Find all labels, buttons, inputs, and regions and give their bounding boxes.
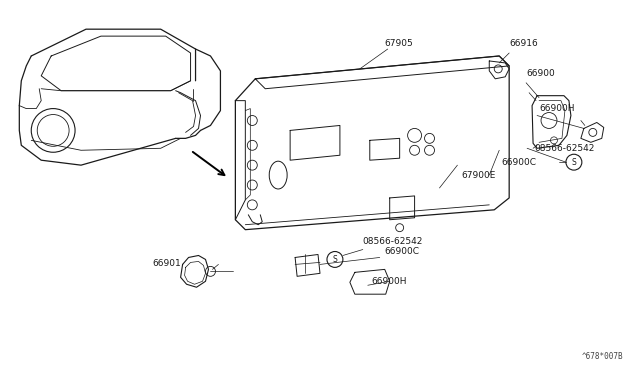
Text: ^678*007B: ^678*007B xyxy=(582,352,623,361)
Text: 66900H: 66900H xyxy=(539,104,575,113)
Text: 66900: 66900 xyxy=(526,69,555,78)
Text: 08566-62542: 08566-62542 xyxy=(363,237,423,246)
Text: S: S xyxy=(333,255,337,264)
Text: 66900C: 66900C xyxy=(501,158,536,167)
Text: 66900C: 66900C xyxy=(385,247,420,256)
Text: S: S xyxy=(572,158,576,167)
Text: 67900E: 67900E xyxy=(461,171,496,180)
Text: 66916: 66916 xyxy=(509,39,538,48)
Text: 67905: 67905 xyxy=(385,39,413,48)
Text: 66900H: 66900H xyxy=(372,277,407,286)
Text: 66901: 66901 xyxy=(153,259,182,268)
Text: 08566-62542: 08566-62542 xyxy=(534,144,595,153)
